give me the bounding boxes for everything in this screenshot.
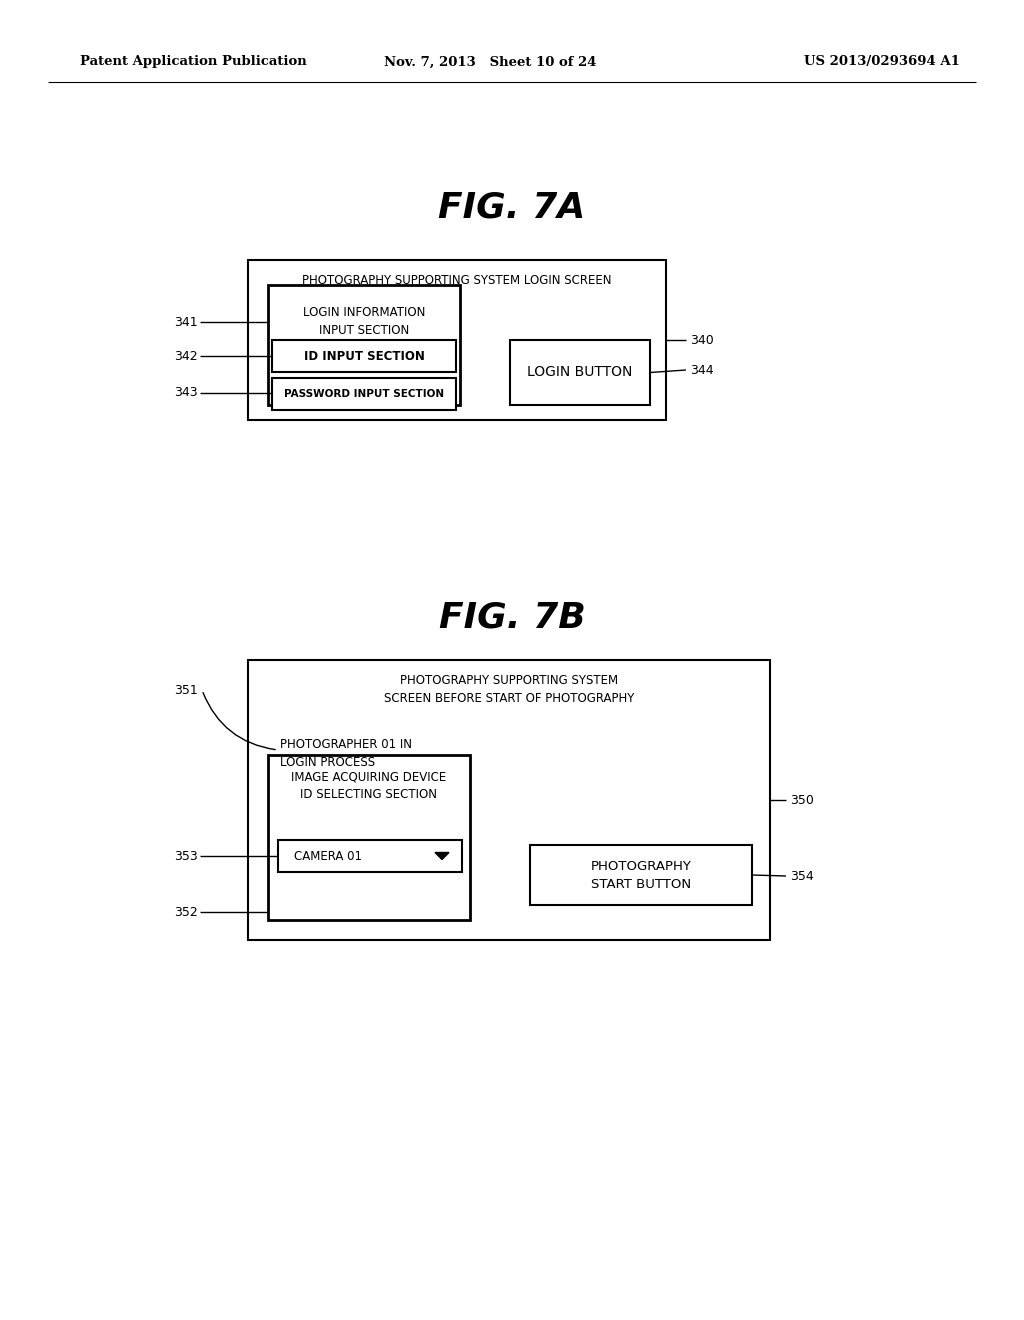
Text: 352: 352 — [174, 906, 198, 919]
Bar — [248, 260, 666, 420]
Text: 353: 353 — [174, 850, 198, 862]
Text: INPUT SECTION: INPUT SECTION — [318, 325, 410, 338]
Bar — [268, 285, 460, 405]
Text: ID SELECTING SECTION: ID SELECTING SECTION — [300, 788, 437, 801]
Text: 354: 354 — [790, 870, 814, 883]
Bar — [272, 378, 456, 411]
Text: LOGIN BUTTON: LOGIN BUTTON — [527, 366, 633, 380]
Text: PASSWORD INPUT SECTION: PASSWORD INPUT SECTION — [284, 389, 444, 399]
Bar — [530, 845, 752, 906]
Bar — [272, 341, 456, 372]
Text: LOGIN INFORMATION: LOGIN INFORMATION — [303, 306, 425, 319]
Bar — [278, 840, 462, 873]
Polygon shape — [435, 853, 449, 859]
Text: 344: 344 — [690, 363, 714, 376]
Text: US 2013/0293694 A1: US 2013/0293694 A1 — [804, 55, 961, 69]
Text: PHOTOGRAPHY: PHOTOGRAPHY — [591, 861, 691, 874]
Text: 351: 351 — [174, 684, 198, 697]
Text: START BUTTON: START BUTTON — [591, 879, 691, 891]
Text: 340: 340 — [690, 334, 714, 346]
Text: Patent Application Publication: Patent Application Publication — [80, 55, 307, 69]
Bar — [248, 660, 770, 940]
Bar — [510, 341, 650, 405]
Text: LOGIN PROCESS: LOGIN PROCESS — [280, 756, 375, 770]
Bar — [268, 755, 470, 920]
Text: IMAGE ACQUIRING DEVICE: IMAGE ACQUIRING DEVICE — [292, 771, 446, 784]
Text: ID INPUT SECTION: ID INPUT SECTION — [303, 350, 424, 363]
Text: PHOTOGRAPHER 01 IN: PHOTOGRAPHER 01 IN — [280, 738, 412, 751]
Text: CAMERA 01: CAMERA 01 — [294, 850, 362, 862]
Text: PHOTOGRAPHY SUPPORTING SYSTEM LOGIN SCREEN: PHOTOGRAPHY SUPPORTING SYSTEM LOGIN SCRE… — [302, 273, 611, 286]
Text: 341: 341 — [174, 315, 198, 329]
Text: FIG. 7B: FIG. 7B — [438, 601, 586, 635]
Text: Nov. 7, 2013   Sheet 10 of 24: Nov. 7, 2013 Sheet 10 of 24 — [384, 55, 596, 69]
Text: 350: 350 — [790, 793, 814, 807]
Text: PHOTOGRAPHY SUPPORTING SYSTEM: PHOTOGRAPHY SUPPORTING SYSTEM — [400, 673, 618, 686]
Text: FIG. 7A: FIG. 7A — [438, 191, 586, 224]
Text: 342: 342 — [174, 350, 198, 363]
Text: SCREEN BEFORE START OF PHOTOGRAPHY: SCREEN BEFORE START OF PHOTOGRAPHY — [384, 692, 634, 705]
Text: 343: 343 — [174, 387, 198, 400]
